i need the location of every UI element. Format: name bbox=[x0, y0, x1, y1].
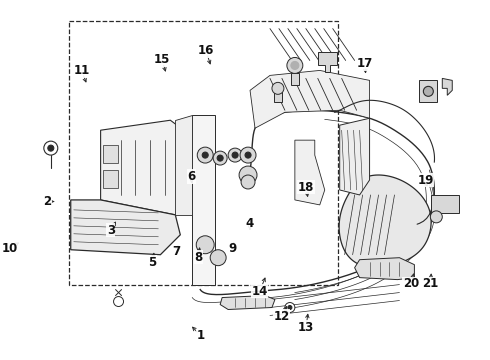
Text: 16: 16 bbox=[198, 44, 214, 57]
Text: 10: 10 bbox=[1, 242, 18, 255]
Text: 9: 9 bbox=[229, 242, 237, 255]
Circle shape bbox=[288, 306, 292, 310]
Polygon shape bbox=[250, 71, 369, 128]
Text: 21: 21 bbox=[422, 278, 439, 291]
Bar bbox=[69, 21, 338, 285]
Polygon shape bbox=[340, 118, 369, 195]
Circle shape bbox=[232, 152, 238, 158]
Circle shape bbox=[423, 86, 433, 96]
Polygon shape bbox=[355, 258, 415, 280]
Circle shape bbox=[285, 302, 295, 312]
Text: 2: 2 bbox=[43, 195, 51, 208]
Bar bbox=[419, 80, 437, 102]
Text: 3: 3 bbox=[107, 224, 115, 237]
Bar bbox=[431, 195, 459, 213]
Text: 20: 20 bbox=[403, 278, 419, 291]
Text: 18: 18 bbox=[298, 181, 314, 194]
Text: 8: 8 bbox=[195, 251, 203, 264]
Text: 14: 14 bbox=[251, 285, 268, 298]
Circle shape bbox=[430, 211, 442, 223]
Circle shape bbox=[197, 147, 213, 163]
Circle shape bbox=[213, 151, 227, 165]
Text: 17: 17 bbox=[357, 57, 373, 70]
Polygon shape bbox=[71, 200, 180, 255]
Bar bbox=[274, 92, 282, 102]
Circle shape bbox=[228, 148, 242, 162]
Polygon shape bbox=[318, 53, 337, 72]
Bar bbox=[102, 145, 118, 163]
Polygon shape bbox=[175, 115, 192, 215]
Circle shape bbox=[241, 175, 255, 189]
Text: 13: 13 bbox=[298, 320, 314, 333]
Polygon shape bbox=[192, 115, 215, 285]
Circle shape bbox=[272, 82, 284, 94]
Circle shape bbox=[114, 297, 123, 306]
Circle shape bbox=[44, 141, 58, 155]
Text: 11: 11 bbox=[74, 64, 90, 77]
Text: 7: 7 bbox=[172, 245, 181, 258]
Circle shape bbox=[287, 58, 303, 73]
Polygon shape bbox=[295, 140, 325, 205]
Circle shape bbox=[202, 152, 208, 158]
Circle shape bbox=[291, 62, 299, 69]
Polygon shape bbox=[339, 175, 431, 268]
Text: 15: 15 bbox=[154, 53, 170, 66]
Circle shape bbox=[48, 145, 54, 151]
Text: 12: 12 bbox=[273, 310, 290, 323]
Circle shape bbox=[217, 155, 223, 161]
Polygon shape bbox=[220, 296, 275, 310]
Text: 1: 1 bbox=[197, 329, 205, 342]
Circle shape bbox=[210, 250, 226, 266]
Bar bbox=[291, 73, 299, 85]
Polygon shape bbox=[442, 78, 452, 95]
Circle shape bbox=[196, 236, 214, 254]
Polygon shape bbox=[100, 120, 190, 215]
Text: 19: 19 bbox=[417, 174, 434, 186]
Circle shape bbox=[239, 166, 257, 184]
Circle shape bbox=[240, 147, 256, 163]
Text: 5: 5 bbox=[148, 256, 156, 269]
Text: 4: 4 bbox=[246, 216, 254, 230]
Bar bbox=[102, 170, 118, 188]
Text: 6: 6 bbox=[187, 170, 196, 183]
Circle shape bbox=[245, 152, 251, 158]
